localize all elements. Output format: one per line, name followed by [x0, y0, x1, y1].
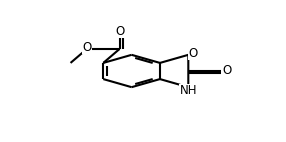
Text: O: O: [82, 41, 92, 54]
Text: O: O: [223, 64, 232, 78]
Text: O: O: [189, 47, 198, 60]
Text: NH: NH: [180, 84, 197, 97]
Text: O: O: [115, 25, 124, 37]
